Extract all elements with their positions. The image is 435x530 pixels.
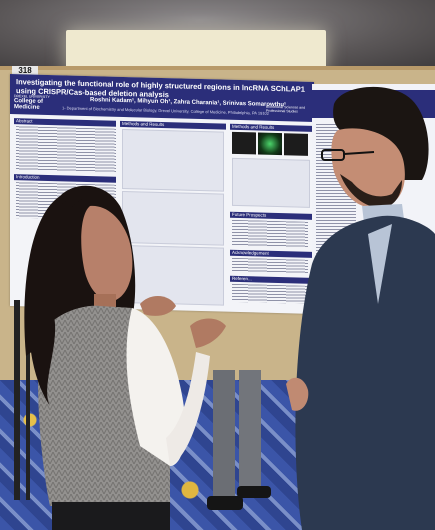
visitor-man: [286, 86, 435, 530]
poster-header: Investigating the functional role of hig…: [10, 74, 314, 122]
easel-leg-left: [14, 300, 20, 500]
college-name-line: College of Medicine: [14, 98, 44, 111]
background-person-legs: [207, 370, 271, 510]
booth-number-tag: 318: [12, 66, 38, 76]
microscopy-image-1: [232, 131, 256, 155]
university-logo: DREXEL UNIVERSITY College of Medicine: [14, 94, 60, 113]
abstract-text: [16, 126, 116, 173]
easel-leg-left-2: [26, 300, 30, 500]
section-abstract: Abstract: [14, 118, 116, 127]
microscopy-image-2: [258, 132, 282, 156]
presenter-woman: [24, 185, 226, 530]
